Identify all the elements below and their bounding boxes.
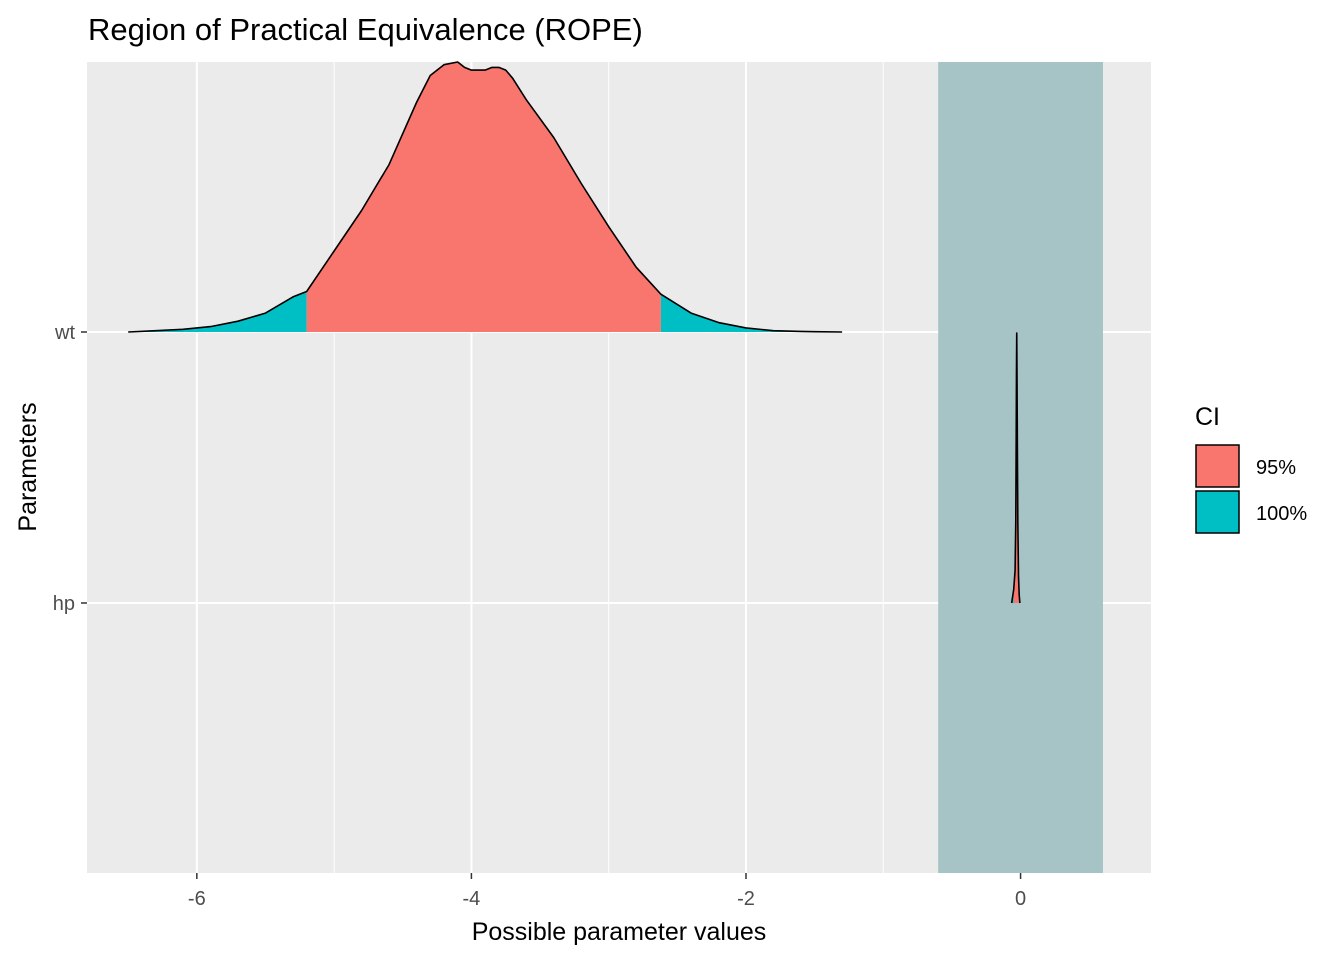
density-hp-outline xyxy=(1010,332,1021,604)
legend-swatch xyxy=(1195,490,1240,534)
x-axis-title: Possible parameter values xyxy=(472,918,767,946)
chart-title: Region of Practical Equivalence (ROPE) xyxy=(88,12,643,47)
y-tick-label: hp xyxy=(53,593,75,615)
y-tick-label: wt xyxy=(54,322,75,344)
x-tick-label: -6 xyxy=(188,888,206,910)
legend-item-label: 100% xyxy=(1256,503,1307,525)
legend-swatch xyxy=(1195,444,1240,488)
density-wt-tail-left xyxy=(128,291,307,332)
y-axis-title: Parameters xyxy=(14,402,42,531)
x-axis: -6 -4 -2 0 xyxy=(188,873,1026,910)
x-tick-label: 0 xyxy=(1015,888,1026,910)
legend-item-label: 95% xyxy=(1256,457,1296,479)
grid-minor-lines xyxy=(333,62,884,873)
density-wt-tail-right xyxy=(660,294,843,332)
density-layer xyxy=(128,61,1021,604)
legend: CI 95% 100% xyxy=(1195,403,1307,534)
x-tick-label: -4 xyxy=(463,888,481,910)
density-wt-ci95 xyxy=(306,62,661,332)
density-wt-outline xyxy=(128,61,843,333)
y-axis: wt hp xyxy=(53,322,87,615)
x-tick-label: -2 xyxy=(737,888,755,910)
legend-title: CI xyxy=(1195,403,1220,431)
rope-band xyxy=(938,62,1103,873)
